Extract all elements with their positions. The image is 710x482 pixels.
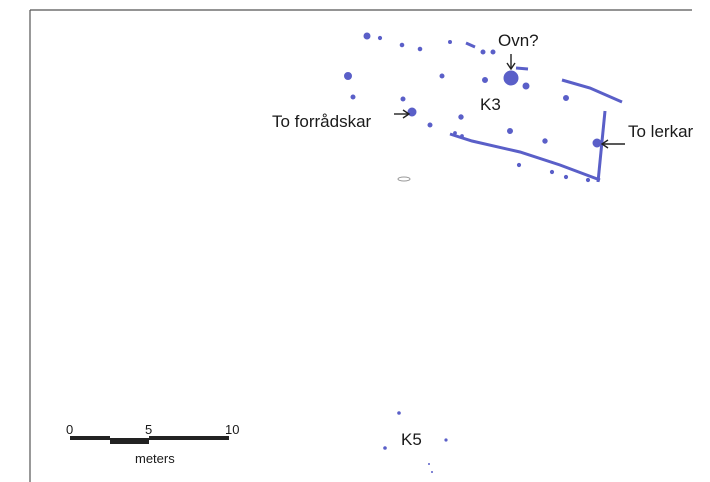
- posthole: [480, 49, 486, 55]
- scale-tick-5: 5: [145, 422, 153, 437]
- posthole: [428, 463, 430, 465]
- wall-east: [596, 110, 607, 183]
- wall-northeast: [561, 78, 623, 104]
- scale-bar: [70, 436, 229, 444]
- posthole: [444, 438, 448, 442]
- storage-jar-pit: [407, 107, 417, 117]
- wall-north-segment: [515, 66, 529, 71]
- scale-segment-2: [110, 438, 149, 444]
- wall-north-segment-2: [465, 41, 476, 49]
- oven-arrowhead-icon: [506, 62, 516, 71]
- scale-segment-3: [149, 436, 229, 440]
- house-k5-label: K5: [401, 430, 422, 449]
- annotation-arrows: [394, 54, 625, 149]
- posthole: [585, 177, 591, 183]
- posthole: [448, 40, 452, 44]
- storage-arrowhead-icon: [402, 109, 411, 119]
- scale-tick-0: 0: [66, 422, 74, 437]
- posthole: [542, 138, 548, 144]
- house-k3-features: [344, 32, 623, 183]
- faint-feature: [397, 176, 411, 182]
- posthole: [563, 174, 569, 180]
- house-k3-label: K3: [480, 95, 501, 114]
- posthole: [490, 49, 496, 55]
- posthole: [344, 72, 352, 80]
- posthole: [458, 114, 464, 120]
- oven-label: Ovn?: [498, 31, 539, 50]
- clay-jars-label: To lerkar: [628, 122, 694, 141]
- clay-jar-pit: [592, 138, 602, 148]
- storage-jars-label: To forrådskar: [272, 112, 372, 131]
- scale-segment-1: [70, 436, 110, 440]
- posthole: [400, 96, 406, 102]
- posthole: [431, 471, 433, 473]
- posthole: [453, 131, 457, 135]
- house-k5-features: [383, 411, 448, 473]
- posthole: [399, 42, 405, 48]
- posthole: [383, 446, 387, 450]
- scale-unit-label: meters: [135, 451, 175, 466]
- posthole: [363, 32, 371, 40]
- posthole: [549, 169, 555, 175]
- posthole: [350, 94, 356, 100]
- posthole: [522, 82, 530, 90]
- posthole: [482, 77, 488, 83]
- posthole: [377, 35, 383, 41]
- posthole: [417, 46, 423, 52]
- posthole: [516, 162, 522, 168]
- posthole: [427, 122, 433, 128]
- posthole: [460, 134, 464, 138]
- clay-arrowhead-icon: [600, 139, 609, 149]
- wall-south: [449, 132, 601, 182]
- scale-tick-10: 10: [225, 422, 240, 437]
- posthole: [563, 95, 569, 101]
- oven-pit: [503, 70, 519, 86]
- posthole: [439, 73, 445, 79]
- posthole: [397, 411, 401, 415]
- posthole: [507, 128, 513, 134]
